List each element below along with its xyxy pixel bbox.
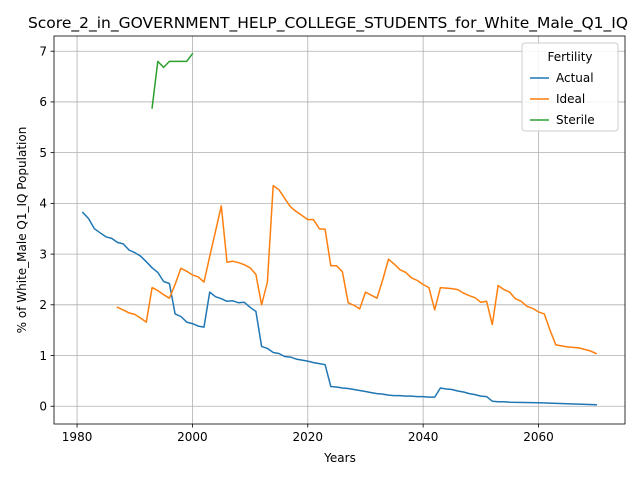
legend-box	[521, 42, 619, 132]
y-tick-label: 7	[39, 45, 47, 59]
x-tick-label: 1980	[62, 430, 93, 444]
plot-frame	[53, 35, 626, 425]
legend-items: Actual Ideal Sterile	[530, 71, 595, 127]
y-tick-label: 5	[39, 146, 47, 160]
series-line-sterile	[151, 52, 194, 109]
legend-label-actual: Actual	[556, 71, 594, 85]
x-axis-label: Years	[323, 451, 356, 465]
y-tick-label: 2	[39, 298, 47, 312]
series-line-ideal	[116, 184, 598, 355]
y-tick-label: 3	[39, 247, 47, 261]
legend-label-sterile: Sterile	[556, 113, 595, 127]
chart-title: Score_2_in_GOVERNMENT_HELP_COLLEGE_STUDE…	[28, 14, 628, 33]
legend-title: Fertility	[547, 50, 592, 64]
x-tick-label: 2000	[177, 430, 208, 444]
legend-label-ideal: Ideal	[556, 92, 585, 106]
legend: Fertility Actual Ideal Sterile	[521, 42, 619, 132]
y-tick-label: 4	[39, 197, 47, 211]
x-tick-label: 2040	[408, 430, 439, 444]
y-axis-label: % of White_Male Q1_IQ Population	[15, 127, 29, 334]
series-lines	[81, 52, 598, 406]
axis-ticks: 1980 2000 2020 2040 2060 0 1 2 3 4 5 6 7	[39, 45, 553, 444]
x-tick-label: 2020	[293, 430, 324, 444]
y-tick-label: 0	[39, 400, 47, 414]
y-tick-label: 1	[39, 349, 47, 363]
series-line-actual	[81, 211, 597, 406]
y-tick-label: 6	[39, 95, 47, 109]
x-tick-label: 2060	[523, 430, 554, 444]
